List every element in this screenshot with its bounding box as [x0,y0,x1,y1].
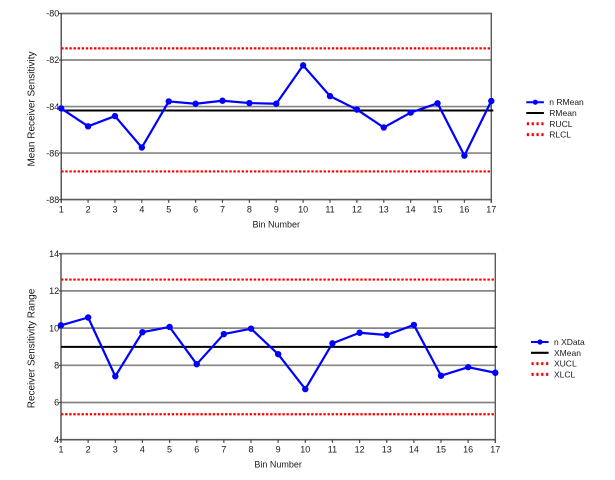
svg-text:14: 14 [406,205,416,215]
svg-text:17: 17 [486,205,496,215]
svg-text:9: 9 [276,445,281,455]
svg-text:7: 7 [221,445,226,455]
svg-text:4: 4 [54,435,59,445]
svg-text:XMean: XMean [554,348,581,358]
svg-text:10: 10 [49,323,59,333]
svg-text:6: 6 [54,398,59,408]
svg-text:11: 11 [328,445,337,455]
svg-text:16: 16 [459,205,469,215]
svg-text:14: 14 [409,445,419,455]
svg-text:-86: -86 [46,148,59,158]
svg-text:n XData: n XData [554,337,585,347]
svg-text:8: 8 [249,445,254,455]
svg-text:3: 3 [113,445,118,455]
svg-text:n RMean: n RMean [549,97,584,107]
svg-text:14: 14 [49,249,59,259]
svg-text:RLCL: RLCL [549,130,571,140]
svg-text:XLCL: XLCL [554,369,576,379]
svg-text:6: 6 [193,205,198,215]
svg-text:12: 12 [49,286,59,296]
svg-text:16: 16 [463,445,473,455]
svg-text:13: 13 [379,205,389,215]
svg-text:RUCL: RUCL [549,119,572,129]
svg-text:13: 13 [382,445,392,455]
svg-text:2: 2 [86,445,91,455]
svg-text:8: 8 [54,361,59,371]
svg-text:Receiver Sensitivity Range: Receiver Sensitivity Range [26,288,37,408]
svg-text:15: 15 [436,445,446,455]
svg-text:7: 7 [220,205,225,215]
svg-text:Mean Receiver Sensitivity: Mean Receiver Sensitivity [26,51,37,166]
svg-text:1: 1 [59,205,64,215]
svg-text:-84: -84 [46,102,59,112]
svg-text:12: 12 [352,205,362,215]
svg-text:XUCL: XUCL [554,359,577,369]
svg-text:1: 1 [58,445,63,455]
svg-text:3: 3 [112,205,117,215]
svg-text:4: 4 [140,445,145,455]
svg-text:-82: -82 [46,55,59,65]
svg-text:15: 15 [433,205,443,215]
svg-text:17: 17 [490,445,500,455]
svg-text:4: 4 [139,205,144,215]
svg-text:Bin Number: Bin Number [252,220,300,230]
svg-text:8: 8 [247,205,252,215]
svg-text:2: 2 [86,205,91,215]
svg-text:10: 10 [300,445,310,455]
svg-text:Bin Number: Bin Number [254,460,302,470]
svg-text:10: 10 [298,205,308,215]
svg-text:-88: -88 [46,195,59,205]
svg-text:12: 12 [355,445,365,455]
svg-text:9: 9 [274,205,279,215]
svg-text:RMean: RMean [549,108,577,118]
svg-text:5: 5 [166,205,171,215]
svg-text:6: 6 [194,445,199,455]
svg-text:11: 11 [325,205,334,215]
svg-text:5: 5 [167,445,172,455]
svg-text:-80: -80 [46,9,59,19]
